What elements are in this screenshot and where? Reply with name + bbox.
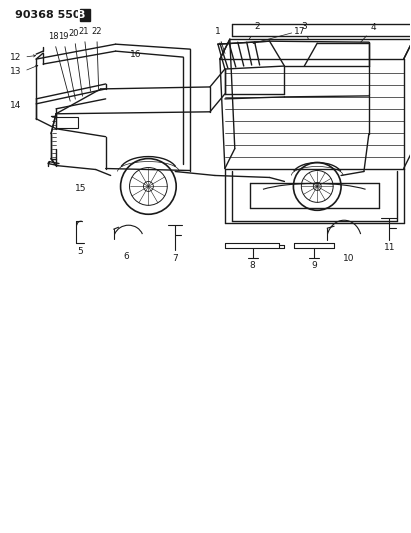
Text: 21: 21 <box>79 27 90 91</box>
Text: 10: 10 <box>343 254 355 263</box>
Text: 17: 17 <box>293 27 305 36</box>
Text: B: B <box>77 10 85 20</box>
Text: 6: 6 <box>124 252 129 261</box>
Text: 15: 15 <box>75 184 87 193</box>
Text: 19: 19 <box>58 32 75 99</box>
Text: 14: 14 <box>10 101 21 110</box>
Text: 7: 7 <box>172 254 178 263</box>
Text: B: B <box>81 10 89 20</box>
Text: 2: 2 <box>249 22 261 39</box>
Text: 9: 9 <box>312 261 317 270</box>
Text: 22: 22 <box>92 27 102 89</box>
Text: 12: 12 <box>10 53 21 62</box>
Text: 11: 11 <box>384 243 395 252</box>
Text: 8: 8 <box>250 261 256 270</box>
Text: 3: 3 <box>301 22 308 39</box>
Text: 13: 13 <box>10 67 21 76</box>
Text: 16: 16 <box>130 50 141 59</box>
Text: 18: 18 <box>48 32 70 101</box>
Text: 20: 20 <box>69 29 83 96</box>
Text: 5: 5 <box>77 247 83 256</box>
Text: 1: 1 <box>215 27 225 53</box>
Text: 90368 550: 90368 550 <box>15 10 81 20</box>
Text: 4: 4 <box>361 23 376 42</box>
